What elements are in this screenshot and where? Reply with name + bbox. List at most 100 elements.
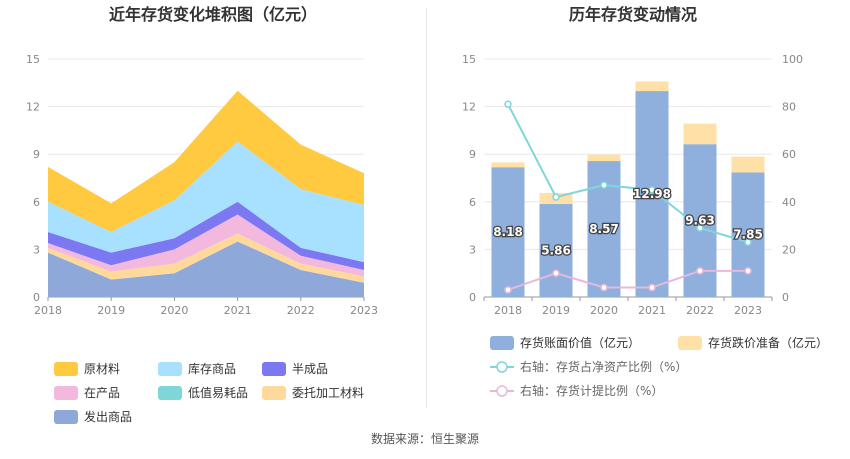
x-tick-label: 2018 <box>34 304 62 317</box>
y-tick-label: 0 <box>33 291 40 304</box>
y-tick-label: 12 <box>26 101 40 114</box>
legend-label: 原材料 <box>84 362 120 376</box>
legend-item[interactable]: 半成品 <box>262 362 328 376</box>
x-tick-label: 2022 <box>686 304 714 317</box>
data-source-note: 数据来源：恒生聚源 <box>370 432 479 446</box>
x-tick-label: 2023 <box>734 304 762 317</box>
bar-impairment-provision <box>587 154 621 162</box>
y-tick-label: 12 <box>462 101 476 114</box>
legend-label: 委托加工材料 <box>292 386 364 400</box>
y-tick-label: 15 <box>26 53 40 66</box>
area-库存商品 <box>48 141 364 263</box>
legend-label: 存货账面价值（亿元） <box>520 335 640 350</box>
bar-book-value <box>491 167 525 297</box>
line-存货计提比例 <box>507 269 748 291</box>
bar-impairment-provision <box>635 81 669 92</box>
legend-swatch <box>54 362 78 376</box>
bar-data-label: 9.63 <box>685 214 715 228</box>
bar-data-label: 5.86 <box>541 244 571 258</box>
x-tick-label: 2019 <box>542 304 570 317</box>
line-point <box>552 193 560 201</box>
bar-data-label: 7.85 <box>733 228 763 242</box>
x-tick-label: 2020 <box>160 304 188 317</box>
chart-title: 近年存货变化堆积图（亿元） <box>109 5 317 24</box>
y2-tick-label: 80 <box>782 101 796 114</box>
y2-tick-label: 60 <box>782 148 796 161</box>
bar-book-value <box>731 172 765 297</box>
y2-tick-label: 0 <box>782 291 789 304</box>
legend-swatch-marker <box>496 361 508 373</box>
legend-item[interactable]: 低值易耗品 <box>158 385 248 400</box>
legend-swatch <box>158 386 182 400</box>
legend-label: 低值易耗品 <box>188 385 248 400</box>
area-发出商品 <box>48 241 364 297</box>
legend-label: 半成品 <box>292 362 328 376</box>
chart-title: 历年存货变动情况 <box>569 5 697 24</box>
x-tick-label: 2023 <box>350 304 378 317</box>
x-tick-label: 2021 <box>638 304 666 317</box>
bar-book-value <box>635 91 669 298</box>
line-point <box>600 181 608 189</box>
legend-label: 右轴：存货占净资产比例（%） <box>520 359 687 374</box>
legend-item[interactable]: 存货跌价准备（亿元） <box>678 335 828 350</box>
x-tick-label: 2019 <box>97 304 125 317</box>
bar-impairment-provision <box>731 156 765 173</box>
y-tick-label: 0 <box>469 291 476 304</box>
line-point <box>744 238 752 247</box>
line-point <box>600 283 608 292</box>
line-point <box>552 269 560 277</box>
area-在产品 <box>48 214 364 277</box>
y-tick-label: 9 <box>469 148 476 161</box>
x-tick-label: 2021 <box>224 304 252 317</box>
bar-data-label: 8.18 <box>493 225 523 239</box>
line-point <box>648 283 656 292</box>
stacked-area-chart: 近年存货变化堆积图（亿元） 0 3 6 9 12 15 2018 2019 2020 2021 20… <box>26 5 378 424</box>
legend-swatch <box>54 410 78 424</box>
legend-item[interactable]: 存货账面价值（亿元） <box>490 335 640 350</box>
legend-item[interactable]: 原材料 <box>54 362 120 376</box>
legend-item[interactable]: 库存商品 <box>158 361 236 376</box>
bar-data-label: 8.57 <box>589 222 619 236</box>
legend-item[interactable]: 右轴：存货占净资产比例（%） <box>490 359 687 374</box>
bar-impairment-provision <box>491 162 525 168</box>
legend-swatch <box>262 362 286 376</box>
legend-swatch-marker <box>496 385 508 397</box>
legend-label: 右轴：存货计提比例（%） <box>520 383 663 398</box>
y-tick-label: 3 <box>469 243 476 256</box>
bar-book-value <box>539 204 573 297</box>
legend-swatch <box>490 336 514 350</box>
y-tick-label: 15 <box>462 53 476 66</box>
line-point <box>504 286 512 294</box>
y2-tick-label: 100 <box>782 53 803 66</box>
bar-line-chart: 历年存货变动情况 8.18 5.86 8.57 12.98 9.63 7.85 0 3 6 9 1… <box>462 5 828 398</box>
legend-swatch <box>678 336 702 350</box>
legend-item[interactable]: 右轴：存货计提比例（%） <box>490 383 663 398</box>
line-存货占净资产比例 <box>507 103 749 244</box>
x-tick-label: 2022 <box>287 304 315 317</box>
y-tick-label: 9 <box>33 148 40 161</box>
line-point <box>696 224 704 232</box>
area-原材料 <box>48 90 364 232</box>
legend-swatch <box>54 386 78 400</box>
bar-impairment-provision <box>683 123 717 145</box>
y-tick-label: 6 <box>33 196 40 209</box>
legend-item[interactable]: 发出商品 <box>54 409 132 424</box>
panel-divider <box>426 8 427 408</box>
x-tick-label: 2018 <box>494 304 522 317</box>
y-tick-label: 6 <box>469 196 476 209</box>
line-point <box>696 267 704 275</box>
line-point <box>504 100 512 108</box>
bar-data-label: 12.98 <box>633 187 671 201</box>
area-委托加工材料 <box>48 233 364 283</box>
legend-item[interactable]: 委托加工材料 <box>262 386 364 400</box>
area-半成品 <box>48 201 364 271</box>
y2-tick-label: 20 <box>782 243 796 256</box>
legend-item[interactable]: 在产品 <box>54 386 120 400</box>
legend-swatch <box>158 362 182 376</box>
legend-swatch <box>262 386 286 400</box>
y-tick-label: 3 <box>33 243 40 256</box>
y2-tick-label: 40 <box>782 196 796 209</box>
legend-label: 在产品 <box>84 386 120 400</box>
legend-label: 库存商品 <box>188 361 236 376</box>
line-point <box>648 186 656 194</box>
